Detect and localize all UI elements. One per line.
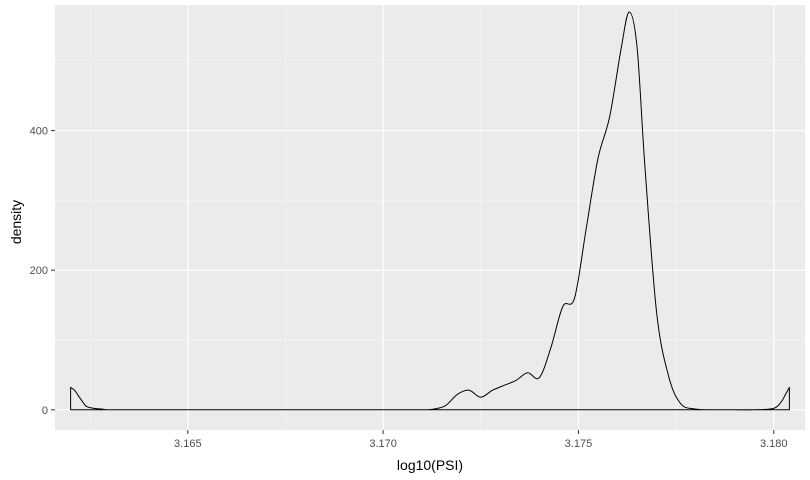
y-axis: 0 200 400 <box>30 126 55 417</box>
plot-panel <box>55 5 805 430</box>
density-curve <box>70 11 790 411</box>
y-axis-title: density <box>8 200 24 244</box>
x-axis-title: log10(PSI) <box>397 457 463 473</box>
y-tick-label: 400 <box>30 126 48 138</box>
x-tick-label: 3.170 <box>369 438 397 450</box>
x-axis: 3.165 3.170 3.175 3.180 <box>174 430 788 450</box>
x-tick-label: 3.180 <box>760 438 788 450</box>
density-layer <box>70 11 790 411</box>
x-tick-label: 3.165 <box>174 438 202 450</box>
y-tick-label: 0 <box>42 405 48 417</box>
grid-minor <box>55 5 805 430</box>
x-tick-label: 3.175 <box>565 438 593 450</box>
y-tick-label: 200 <box>30 265 48 277</box>
